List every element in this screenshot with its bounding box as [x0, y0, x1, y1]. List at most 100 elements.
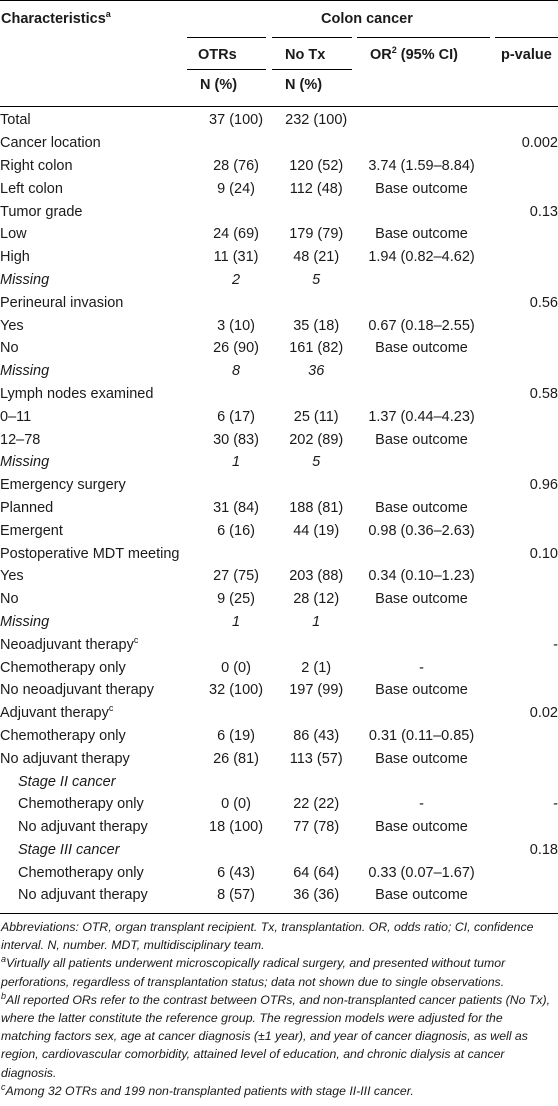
- row-label: Yes: [0, 568, 24, 585]
- row-label: High: [0, 249, 30, 266]
- p-value: [485, 269, 558, 292]
- notx-value: [275, 474, 358, 497]
- table-row: Emergent 6 (16) 44 (19) 0.98 (0.36–2.63): [0, 519, 558, 542]
- notx-value: 232 (100): [285, 112, 348, 129]
- row-label: Low: [0, 226, 27, 243]
- row-label: 0–11: [0, 408, 32, 425]
- or-value: [358, 132, 486, 155]
- otrs-value: 28 (76): [213, 157, 260, 174]
- row-label: Lymph nodes examined: [0, 385, 154, 402]
- p-value: [485, 747, 558, 770]
- p-value: [485, 314, 558, 337]
- otrs-value: 2: [232, 271, 241, 288]
- table-row: Yes 27 (75) 203 (88) 0.34 (0.10–1.23): [0, 565, 558, 588]
- p-value: 0.96: [529, 477, 558, 494]
- unit-rule-otrs: [187, 69, 266, 70]
- otrs-value: 6 (17): [217, 408, 255, 425]
- or-value: Base outcome: [375, 499, 468, 516]
- p-value: [485, 177, 558, 200]
- table-row: Missing 1 5: [0, 451, 558, 474]
- table-row: Planned 31 (84) 188 (81) Base outcome: [0, 497, 558, 520]
- p-value: [485, 565, 558, 588]
- table-row: Neoadjuvant therapyc -: [0, 633, 558, 656]
- table-row: Lymph nodes examined 0.58: [0, 383, 558, 406]
- p-value: [485, 155, 558, 178]
- table-row: No 26 (90) 161 (82) Base outcome: [0, 337, 558, 360]
- otrs-value: 18 (100): [209, 819, 264, 836]
- otrs-value: 1: [232, 613, 241, 630]
- table-row: Total 37 (100) 232 (100): [0, 109, 558, 132]
- notx-value: 179 (79): [289, 226, 344, 243]
- otrs-value: 27 (75): [213, 568, 260, 585]
- p-value: [485, 679, 558, 702]
- or-value: 0.67 (0.18–2.55): [368, 317, 475, 334]
- otrs-value: [197, 839, 274, 862]
- p-value: -: [553, 636, 558, 653]
- otrs-value: [197, 132, 274, 155]
- row-label: Missing: [0, 363, 50, 380]
- or-value: [358, 542, 486, 565]
- table-row: Cancer location 0.002: [0, 132, 558, 155]
- row-label: No: [0, 340, 19, 357]
- otrs-value: [197, 770, 274, 793]
- table-header: Characteristicsa Colon cancer OTRs No Tx…: [0, 0, 558, 107]
- otrs-value: 1: [232, 454, 241, 471]
- footnote-a: aVirtually all patients underwent micros…: [1, 954, 506, 989]
- notx-value: 5: [312, 271, 321, 288]
- table-row: Missing 8 36: [0, 360, 558, 383]
- p-value: [485, 109, 558, 132]
- notx-value: 48 (21): [293, 249, 340, 266]
- or-value: [358, 360, 486, 383]
- p-value: 0.58: [529, 385, 558, 402]
- notx-value: 112 (48): [289, 180, 343, 197]
- notx-value: 36 (36): [293, 887, 340, 904]
- otrs-value: 37 (100): [209, 112, 264, 129]
- row-label: Tumor grade: [0, 203, 83, 220]
- or-value: [358, 291, 486, 314]
- p-value: [485, 360, 558, 383]
- or-value: [358, 633, 486, 656]
- row-label: Postoperative MDT meeting: [0, 545, 180, 562]
- row-label: Stage II cancer: [18, 773, 116, 790]
- notx-value: [275, 839, 358, 862]
- or-value: [358, 269, 486, 292]
- or-value: Base outcome: [375, 682, 468, 699]
- row-label: Neoadjuvant therapyc: [0, 634, 139, 653]
- or-value: 0.31 (0.11–0.85): [368, 727, 475, 744]
- row-label: Emergent: [0, 522, 63, 539]
- notx-value: 28 (12): [293, 591, 340, 608]
- table-row: Emergency surgery 0.96: [0, 474, 558, 497]
- or-header: OR2 (95% CI): [370, 45, 459, 63]
- p-value: 0.18: [529, 841, 558, 858]
- data-table: Total 37 (100) 232 (100) Cancer location 0.0…: [0, 109, 558, 907]
- otrs-value: 32 (100): [209, 682, 264, 699]
- otrs-value: 31 (84): [213, 499, 260, 516]
- table-row: 12–78 30 (83) 202 (89) Base outcome: [0, 428, 558, 451]
- or-value: [358, 702, 486, 725]
- table-row: Postoperative MDT meeting 0.10: [0, 542, 558, 565]
- row-label: Chemotherapy only: [0, 727, 126, 744]
- or-value: 0.34 (0.10–1.23): [368, 568, 475, 585]
- table-row: Missing 1 1: [0, 611, 558, 634]
- row-label: Perineural invasion: [0, 294, 124, 311]
- notx-value: [275, 291, 358, 314]
- or-value: [358, 200, 486, 223]
- otrs-header: OTRs: [198, 47, 237, 63]
- otrs-value: 11 (31): [213, 249, 259, 266]
- row-label: 12–78: [0, 431, 41, 448]
- or-value: Base outcome: [375, 819, 468, 836]
- otrs-value: 30 (83): [213, 431, 260, 448]
- table-row: Right colon 28 (76) 120 (52) 3.74 (1.59–8.8…: [0, 155, 558, 178]
- group-rule-otrs: [187, 37, 266, 38]
- p-value: [485, 519, 558, 542]
- footnote-b: bAll reported ORs refer to the contrast …: [1, 990, 551, 1080]
- row-label: No neoadjuvant therapy: [0, 682, 154, 699]
- table-row: Stage II cancer: [0, 770, 558, 793]
- table-row: No adjuvant therapy 26 (81) 113 (57) Base o…: [0, 747, 558, 770]
- notx-value: 113 (57): [289, 750, 343, 767]
- p-value: [485, 428, 558, 451]
- row-label: Adjuvant therapyc: [0, 703, 114, 722]
- footnote-abbreviations: Abbreviations: OTR, organ transplant rec…: [1, 919, 534, 953]
- or-value: 1.94 (0.82–4.62): [368, 249, 475, 266]
